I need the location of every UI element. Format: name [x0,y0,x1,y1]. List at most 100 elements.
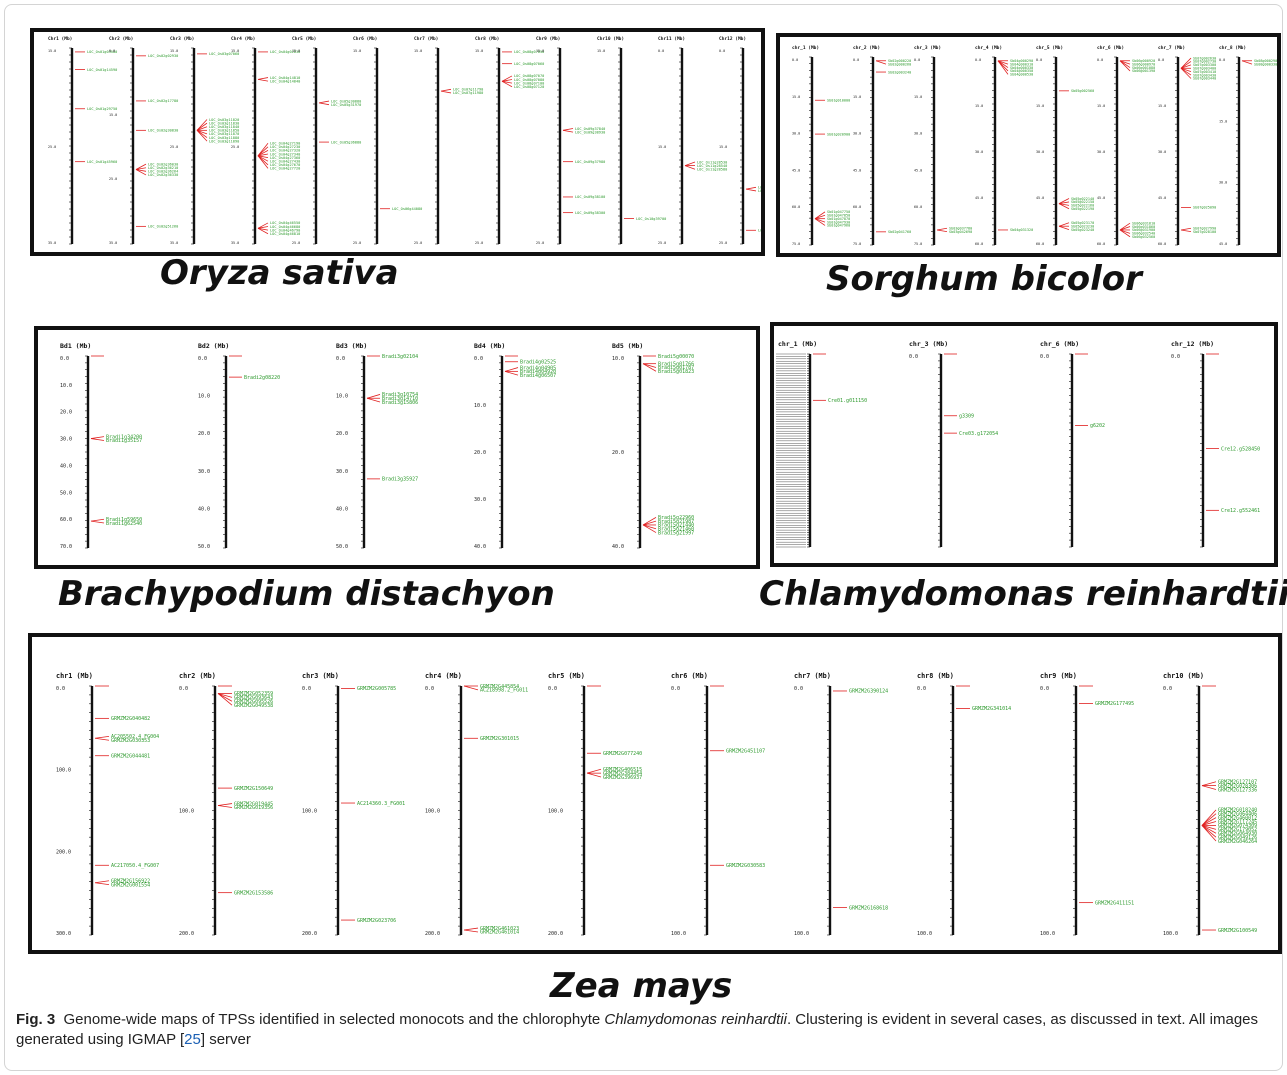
species-title-sorghum: Sorghum bicolor [826,259,1142,299]
gene-cluster: Bradi5g00070 [643,354,694,360]
gene-marker [1180,67,1192,79]
gene-marker [257,77,269,80]
gene-marker [1180,67,1192,73]
gene-label: GRMZM2G301015 [480,736,519,742]
tick-label: 0.0 [336,356,345,362]
gene-label: LOC_Os04g01830 [270,50,300,54]
gene-marker [463,685,479,691]
gene-label: GRMZM2G095526 [234,699,273,705]
tick-label: 0.0 [1219,58,1225,62]
gene-marker [745,186,757,190]
gene-cluster: LOC_Os08g07070LOC_Os08g07080LOC_Os08g071… [501,74,544,89]
gene-label: Cre12.g528450 [1221,446,1260,452]
chromosome-name: Chr9 (Mb) [536,36,560,42]
tick-label: 15.0 [597,49,605,53]
gene-label: LOC_Os09g38300 [575,211,605,215]
chromosome-name: Chr11 (Mb) [658,36,685,42]
gene-label: Sb06g032540 [1132,232,1155,236]
gene-marker [257,146,269,157]
gene-label: Bradi4g06507 [520,373,556,379]
tick-label: 60.0 [853,205,861,209]
gene-label: Sb03g037780 [949,226,972,230]
gene-label: GRMZM2G074309 [1218,823,1257,829]
chromosome-9: chr9 (Mb) 0.0 100.0 GRMZM2G177495 GRMZM2G411… [1040,672,1134,937]
gene-label: LOC_Os02g30830 [148,129,178,133]
gene-label: GRMZM2G064406 [1218,811,1257,817]
gene-cluster: LOC_Os02g36030LOC_Os02g36210LOC_Os02g362… [135,162,178,177]
gene-label: LOC_Os03g11820 [209,118,239,122]
gene-label: Bradi5g01823 [658,369,694,375]
gene-marker [257,155,269,158]
gene-label: GRMZM2G117245 [1218,819,1257,825]
tick-label: 50.0 [198,544,210,550]
gene-cluster: AC217050.4_FG007 [95,863,159,869]
gene-marker [463,929,479,933]
gene-marker [257,155,269,162]
chromosome-5: Chr5 (Mb)15.025.0LOC_Os05g30880LOC_Os05g… [292,36,361,245]
tick-label: 15.0 [48,49,56,53]
gene-label: Sb07g002730 [1193,60,1216,64]
gene-cluster: GRMZM2G044481 [95,753,150,759]
gene-cluster: Sb04g000290Sb04g000310Sb04g000330Sb04g00… [997,59,1033,77]
gene-marker [94,737,110,741]
gene-marker [501,80,513,84]
gene-label: LOC_Os04g27190 [270,141,300,145]
gene-marker [1119,229,1131,234]
tick-label: 15.0 [792,95,800,99]
tick-label: 15.0 [1219,119,1227,123]
gene-label: Bradi1g62540 [106,521,142,527]
gene-cluster: Bradi3g35927 [367,477,418,483]
tick-label: 30.0 [1097,150,1105,154]
tick-label: 20.0 [198,431,210,437]
gene-marker [875,60,887,65]
gene-marker [318,100,330,104]
gene-cluster: LOC_Os09g38300 [563,211,605,215]
gene-label: Bradi4g04905 [520,365,556,371]
gene-label: Sb06g031810 [1132,221,1155,225]
gene-cluster: LOC_Os04g01830 [258,50,300,54]
gene-label: LOC_Os12g31080 [758,229,761,233]
gene-marker [366,397,381,403]
gene-label: GRMZM2G064930 [1218,831,1257,837]
tick-label: 60.0 [1158,242,1166,246]
chromosome-name: chr_3 (Mb) [914,45,941,51]
gene-label: Sb06g000920 [1132,59,1155,63]
gene-marker [997,60,1009,75]
gene-label: LOC_Os04g27360 [270,156,300,160]
gene-marker [684,161,696,166]
gene-cluster: Sb07g002630Sb07g002730Sb07g003300Sb07g00… [1180,56,1216,81]
gene-cluster: GRMZM2G168618 [833,905,888,911]
gene-label: LOC_Os12g30824 [758,186,761,190]
tick-label: 0.0 [179,686,188,692]
gene-marker [1201,825,1217,842]
gene-marker [217,693,233,698]
tick-label: 15.0 [975,104,983,108]
panel-zea-mays: chr1 (Mb) 0.0 100.0 200.0 300.0 GRMZM2G040482… [28,633,1282,954]
tick-label: 0.0 [198,356,207,362]
gene-label: LOC_Os04g46810 [270,232,300,236]
gene-label: Sb04g000310 [1010,62,1033,66]
chromosome-5: Bd5 (Mb)10.020.040.0Bradi5g00070Bradi5g0… [612,342,694,550]
gene-label: Sb04g000350 [1010,69,1033,73]
tick-label: 0.0 [1158,58,1164,62]
gene-marker [440,88,452,92]
gene-label: GRMZM2G179052 [1218,827,1257,833]
tick-label: 100.0 [302,809,317,815]
gene-marker [1119,226,1131,231]
gene-label: Sb02g003240 [888,70,911,74]
chromosome-8: chr_8 (Mb) 0.0 15.0 30.0 45.0 Sb08g000290Sb08… [1219,45,1277,246]
gene-label: Sb05g023240 [1071,228,1094,232]
gene-cluster: Bradi5g22960Bradi5g21987Bradi5g21440Brad… [642,515,694,536]
tick-label: 40.0 [60,463,72,469]
gene-cluster: LOC_Os01g14590 [75,68,117,72]
tick-label: 25.0 [536,241,544,245]
gene-marker [1201,825,1217,830]
gene-cluster: LOC_Os12g30824LOC_Os12g30914 [745,186,761,193]
tick-label: 40.0 [612,544,624,550]
gene-marker [1241,60,1253,65]
tick-label: 10.0 [474,403,486,409]
chromosome-6: chr6 (Mb) 0.0 100.0 GRMZM2G451107 GRMZM2G030… [671,672,765,937]
